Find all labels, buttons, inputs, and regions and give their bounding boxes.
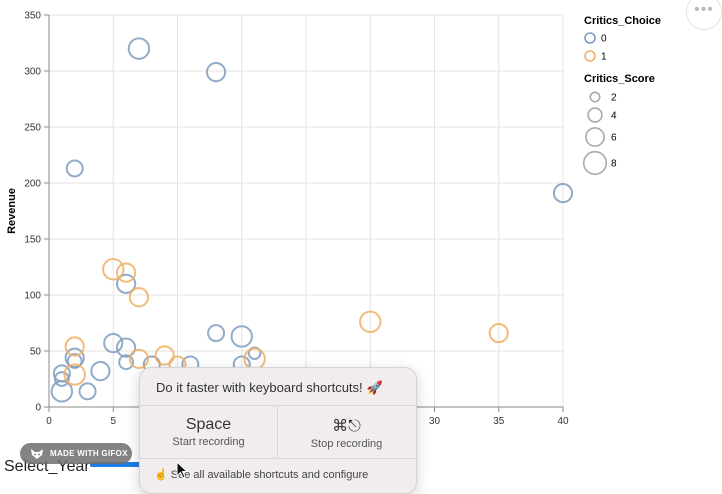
- size-legend-swatch: [587, 107, 603, 123]
- data-point-1[interactable]: [128, 348, 150, 369]
- data-point-0[interactable]: [53, 371, 70, 387]
- data-point-0[interactable]: [247, 346, 262, 361]
- y-tick-label: 300: [24, 67, 41, 78]
- data-point-0[interactable]: [127, 37, 151, 60]
- y-tick-label: 350: [24, 11, 41, 22]
- popup-title: Do it faster with keyboard shortcuts! 🚀: [156, 380, 383, 396]
- color-legend-title: Critics_Choice: [584, 15, 661, 27]
- legend-swatch-0: [584, 32, 596, 44]
- data-point-0[interactable]: [552, 182, 574, 204]
- size-legend-title: Critics_Score: [584, 73, 655, 85]
- y-tick-label: 0: [35, 403, 41, 414]
- data-point-1[interactable]: [488, 322, 509, 344]
- data-point-0[interactable]: [118, 354, 134, 371]
- size-legend-label: 2: [611, 93, 617, 104]
- legend-label: 0: [601, 34, 607, 45]
- stop-recording-shortcut[interactable]: ⌘⎋ Stop recording: [278, 406, 415, 458]
- data-point-0[interactable]: [207, 324, 226, 343]
- legend-label: 1: [601, 52, 607, 63]
- size-legend-label: 8: [611, 159, 617, 170]
- shortcuts-settings-link[interactable]: ☝ See all available shortcuts and config…: [154, 469, 369, 481]
- shortcuts-popup: Do it faster with keyboard shortcuts! 🚀 S…: [139, 367, 417, 494]
- stop-recording-label: Stop recording: [310, 438, 383, 450]
- more-options-button[interactable]: •••: [686, 0, 722, 30]
- legend: Critics_Choice Critics_Score 0 1 2 4 6 8: [582, 15, 661, 176]
- y-tick-label: 200: [24, 179, 41, 190]
- data-points[interactable]: [50, 37, 574, 403]
- size-legend-swatch: [585, 127, 605, 147]
- data-point-0[interactable]: [78, 382, 97, 401]
- size-legend-label: 4: [611, 111, 617, 122]
- y-axis-title: Revenue: [6, 188, 18, 234]
- data-point-0[interactable]: [103, 333, 124, 354]
- y-tick-label: 150: [24, 235, 41, 246]
- gridlines: [48, 14, 564, 408]
- data-point-1[interactable]: [359, 310, 382, 334]
- legend-swatch-1: [584, 50, 596, 62]
- data-point-0[interactable]: [205, 62, 227, 83]
- size-legend-label: 6: [611, 133, 617, 144]
- popup-title-text: Do it faster with keyboard shortcuts!: [156, 380, 363, 395]
- size-legend-swatch: [582, 150, 608, 176]
- start-recording-label: Start recording: [172, 436, 245, 448]
- mouse-cursor-icon: [176, 461, 188, 479]
- data-point-1[interactable]: [63, 363, 86, 386]
- data-point-0[interactable]: [66, 353, 83, 369]
- size-legend-swatch: [589, 91, 601, 103]
- x-tick-label: 30: [429, 416, 441, 427]
- data-point-1[interactable]: [116, 262, 137, 283]
- start-recording-shortcut[interactable]: Space Start recording: [140, 406, 278, 458]
- x-tick-label: 5: [110, 416, 116, 427]
- data-point-0[interactable]: [50, 380, 74, 403]
- data-point-0[interactable]: [116, 273, 137, 294]
- gifox-badge: MADE WITH GIFOX: [20, 443, 132, 464]
- x-tick-label: 40: [557, 416, 569, 427]
- data-point-1[interactable]: [154, 345, 175, 366]
- data-point-0[interactable]: [230, 325, 253, 348]
- data-point-0[interactable]: [64, 347, 85, 368]
- y-tick-label: 100: [24, 291, 41, 302]
- scatter-chart: 0510152025303540050100150200250300350 Re…: [6, 11, 661, 428]
- data-point-1[interactable]: [128, 287, 150, 308]
- fox-icon: [31, 448, 43, 459]
- data-point-1[interactable]: [64, 336, 85, 357]
- stop-key-label: ⌘⎋: [332, 418, 361, 435]
- badge-text: MADE WITH GIFOX: [50, 449, 128, 458]
- x-tick-label: 0: [46, 416, 52, 427]
- rocket-icon: 🚀: [366, 380, 383, 395]
- data-point-0[interactable]: [116, 337, 137, 358]
- year-slider[interactable]: [90, 462, 150, 467]
- data-point-0[interactable]: [65, 159, 84, 178]
- data-point-0[interactable]: [90, 361, 111, 382]
- y-tick-label: 250: [24, 123, 41, 134]
- shortcut-row: Space Start recording ⌘⎋ Stop recording: [140, 405, 416, 459]
- y-tick-label: 50: [30, 347, 42, 358]
- space-key-label: Space: [185, 416, 232, 433]
- data-point-1[interactable]: [102, 258, 125, 281]
- x-tick-label: 35: [493, 416, 505, 427]
